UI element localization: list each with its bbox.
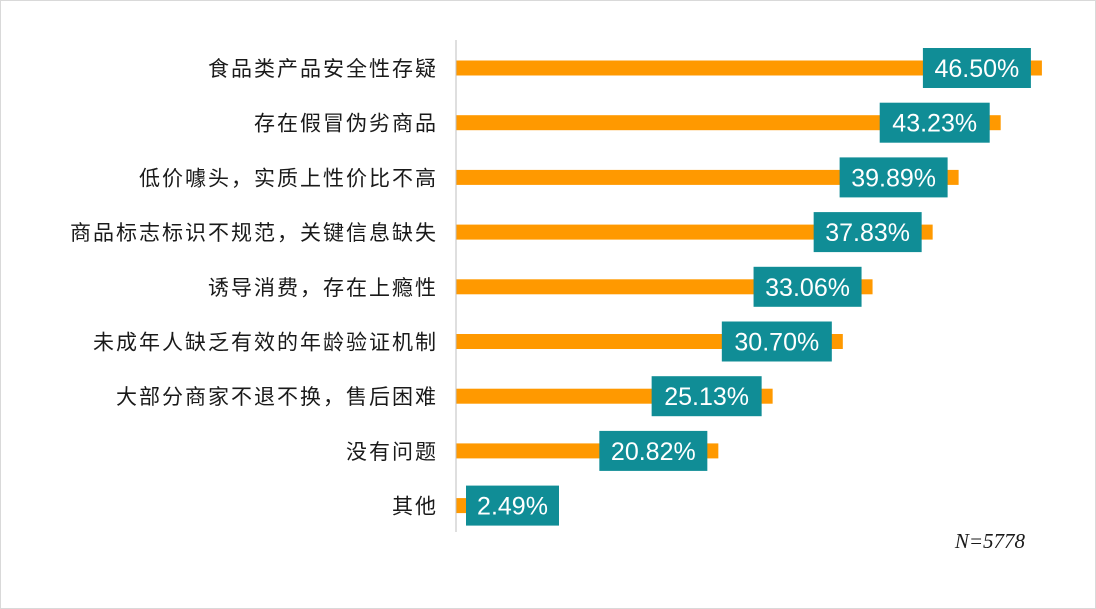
bar-0 xyxy=(456,60,1042,76)
category-label-8: 其他 xyxy=(392,495,438,519)
value-label-2: 39.89% xyxy=(851,164,936,192)
sample-size-note: N=5778 xyxy=(954,529,1026,553)
value-label-1: 43.23% xyxy=(892,110,977,138)
value-label-box-5 xyxy=(721,321,832,362)
value-label-box-6 xyxy=(651,376,762,417)
value-label-box-0 xyxy=(922,48,1031,88)
value-label-8: 2.49% xyxy=(477,493,548,521)
category-label-0: 食品类产品安全性存疑 xyxy=(208,57,438,81)
value-label-box-4 xyxy=(753,266,862,307)
category-label-5: 未成年人缺乏有效的年龄验证机制 xyxy=(93,331,438,355)
value-label-0: 46.50% xyxy=(935,55,1020,83)
value-label-5: 30.70% xyxy=(734,329,819,357)
labels-layer: 46.50% 食品类产品安全性存疑 43.23% 存在假冒伪劣商品 39.89% 低价噱头… xyxy=(70,48,1031,526)
value-label-7: 20.82% xyxy=(611,438,696,466)
value-label-4: 33.06% xyxy=(765,274,850,302)
value-label-3: 37.83% xyxy=(825,219,910,247)
value-label-box-8 xyxy=(466,485,559,526)
category-label-6: 大部分商家不退不换，售后困难 xyxy=(116,385,438,409)
bar-3 xyxy=(456,224,933,240)
category-label-7: 没有问题 xyxy=(346,440,438,464)
category-label-4: 诱导消费，存在上瘾性 xyxy=(208,276,438,300)
value-label-6: 25.13% xyxy=(664,383,749,411)
bar-2 xyxy=(456,169,959,185)
value-label-box-3 xyxy=(813,212,922,253)
value-label-box-2 xyxy=(839,157,948,198)
category-label-1: 存在假冒伪劣商品 xyxy=(254,112,438,136)
value-label-box-1 xyxy=(879,102,990,143)
bar-1 xyxy=(456,115,1001,131)
category-label-2: 低价噱头，实质上性价比不高 xyxy=(139,166,438,190)
value-label-box-7 xyxy=(599,430,708,471)
category-label-3: 商品标志标识不规范，关键信息缺失 xyxy=(70,221,438,245)
